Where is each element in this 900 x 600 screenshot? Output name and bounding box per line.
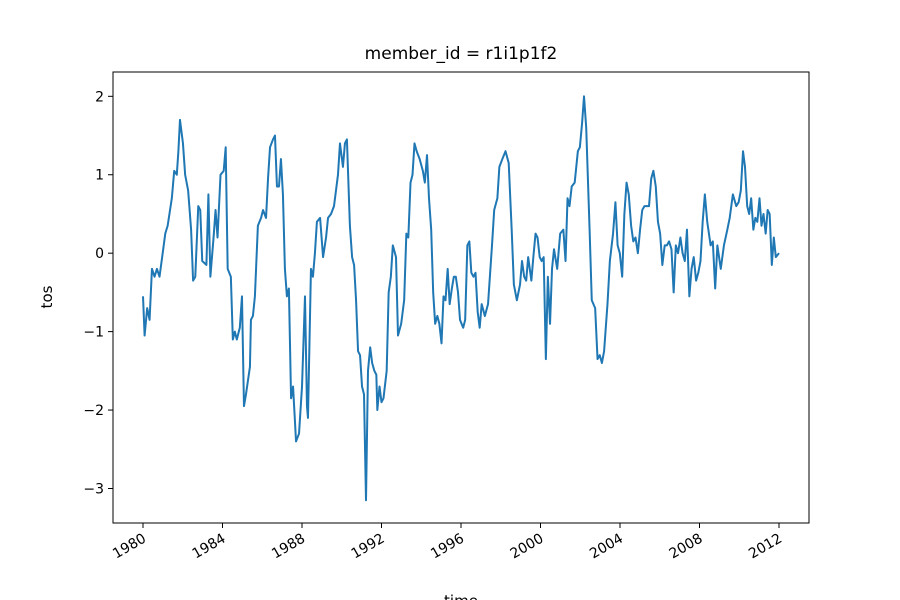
x-tick-label: 2012	[746, 531, 785, 563]
x-tick-label: 1984	[190, 531, 229, 563]
x-tick-label: 2008	[667, 531, 706, 563]
y-tick-label: −2	[83, 403, 104, 419]
data-line	[142, 95, 780, 502]
y-tick-label: 2	[95, 89, 104, 105]
plot-frame	[112, 71, 810, 524]
x-tick-label: 1992	[349, 531, 388, 563]
y-tick-label: −1	[83, 325, 104, 341]
x-tick-label: 1980	[110, 531, 149, 563]
y-axis-label: tos	[38, 285, 56, 308]
x-axis-label: time	[444, 592, 478, 600]
x-tick-label: 1988	[269, 531, 308, 563]
y-tick-label: 0	[95, 246, 104, 262]
y-tick-label: 1	[95, 168, 104, 184]
x-tick-label: 1996	[428, 531, 467, 563]
chart-title: member_id = r1i1p1f2	[365, 44, 558, 64]
y-tick-label: −3	[83, 481, 104, 497]
x-tick-label: 2000	[508, 531, 547, 563]
x-tick-label: 2004	[587, 531, 626, 563]
